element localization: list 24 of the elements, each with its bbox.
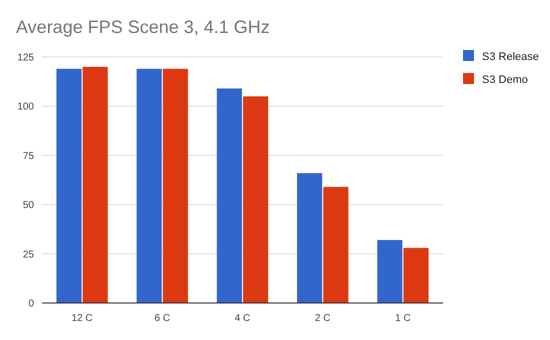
chart-title: Average FPS Scene 3, 4.1 GHz — [16, 17, 270, 37]
y-tick-label: 75 — [22, 150, 34, 162]
x-tick-label: 4 C — [234, 313, 250, 324]
bar — [323, 186, 348, 303]
bar — [216, 88, 242, 303]
x-tick-label: 1 C — [395, 313, 411, 324]
legend-label: S3 Release — [482, 51, 539, 63]
bar — [403, 248, 429, 303]
y-tick-label: 25 — [22, 249, 34, 260]
bar — [377, 240, 402, 303]
bar — [297, 173, 322, 303]
bar — [56, 68, 82, 303]
bar — [243, 96, 268, 303]
x-tick-label: 6 C — [154, 313, 170, 324]
bar — [162, 68, 188, 303]
x-tick-label: 2 C — [314, 313, 330, 324]
y-tick-label: 125 — [17, 52, 34, 64]
x-tick-label: 12 C — [72, 313, 93, 324]
bar — [136, 68, 162, 303]
y-tick-label: 100 — [17, 102, 34, 113]
legend-label: S3 Demo — [482, 74, 528, 86]
bar — [82, 66, 108, 303]
y-tick-label: 0 — [28, 298, 34, 310]
y-tick-label: 50 — [22, 200, 34, 212]
